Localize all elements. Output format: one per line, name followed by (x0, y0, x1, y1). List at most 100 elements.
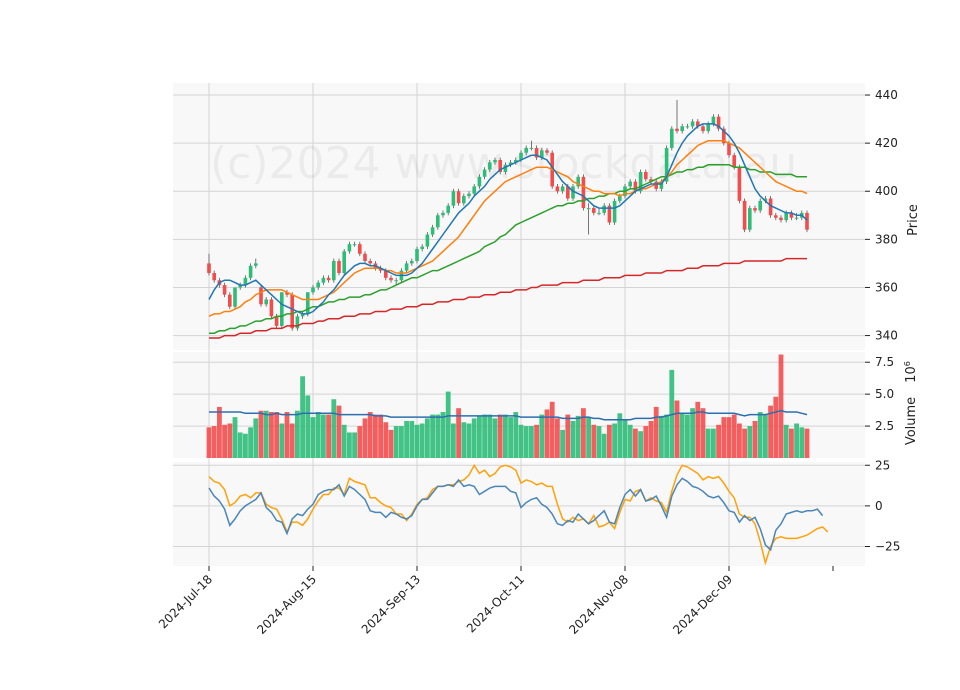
candle-body (482, 169, 487, 177)
candle-body (415, 248, 419, 261)
candle-body (446, 205, 450, 213)
volume-bar (560, 429, 565, 458)
candle-body (680, 126, 684, 132)
candle-body (238, 285, 242, 288)
candle-body (670, 128, 674, 148)
candle-body (311, 287, 315, 293)
candle-body (789, 212, 794, 218)
candle-body (664, 147, 669, 182)
candle-body (748, 208, 752, 230)
oscillator-panel (208, 463, 829, 566)
volume-bar (648, 420, 654, 458)
candle-body (534, 147, 539, 158)
volume-bar (581, 408, 586, 458)
oscillator-y-tick-label: 25 (875, 458, 890, 472)
candle-body (638, 172, 643, 192)
volume-bar (419, 423, 425, 458)
candle-body (212, 273, 216, 281)
volume-bar (477, 415, 482, 458)
price-y-tick-label: 340 (875, 329, 898, 343)
volume-bar (451, 423, 456, 458)
volume-bar (263, 410, 269, 458)
candle-body (368, 261, 372, 264)
x-tick-label: 2024-Sep-13 (359, 572, 423, 636)
candle-body (259, 287, 263, 305)
volume-bar (794, 423, 799, 458)
candle-body (607, 205, 612, 223)
volume-bar (622, 419, 628, 458)
candle-body (685, 126, 690, 128)
candle-body (389, 277, 393, 281)
candle-body (545, 150, 549, 153)
volume-bar (274, 412, 279, 458)
x-tick-label: 2024-Jul-18 (156, 572, 215, 631)
volume-bar (508, 417, 513, 458)
volume-bar (237, 432, 243, 458)
candle-body (716, 116, 721, 129)
price-y-tick-label: 440 (875, 88, 898, 102)
candle-body (316, 282, 320, 288)
volume-bar (783, 424, 789, 458)
volume-bar (711, 428, 716, 458)
candle-body (332, 261, 336, 281)
candle-body (425, 234, 430, 247)
candle-body (701, 126, 705, 132)
volume-bar (529, 426, 534, 458)
volume-bar (253, 418, 259, 458)
x-tick-label: 2024-Oct-11 (464, 572, 527, 635)
volume-bar (659, 415, 664, 458)
volume-bar (217, 406, 222, 458)
volume-bar (279, 423, 285, 458)
volume-bar (690, 408, 695, 458)
candle-body (737, 167, 742, 201)
candle-body (722, 128, 726, 144)
volume-bar (737, 423, 742, 458)
candle-body (441, 212, 445, 216)
candle-body (566, 186, 570, 199)
moving-average-slow-line (209, 164, 807, 334)
volume-bar (674, 400, 680, 458)
candle-body (347, 244, 352, 252)
candle-body (280, 292, 284, 326)
volume-y-tick-label: 5.0 (875, 387, 894, 401)
candle-body (503, 164, 508, 172)
price-panel (207, 99, 809, 339)
volume-bar (331, 399, 337, 458)
candle-body (228, 294, 232, 307)
oscillator-fast-line (208, 477, 824, 552)
candle-body (612, 200, 617, 223)
volume-bar (523, 426, 529, 458)
volume-bar (409, 420, 415, 458)
volume-bar (768, 405, 773, 458)
candle-body (560, 186, 565, 192)
volume-bar (778, 354, 784, 458)
candle-body (233, 287, 237, 307)
candle-body (581, 176, 586, 209)
volume-bar (664, 414, 669, 458)
candle-body (290, 294, 294, 329)
candle-body (337, 261, 341, 274)
volume-bar (653, 406, 659, 458)
volume-bar (336, 405, 342, 458)
candle-body (519, 152, 523, 160)
candle-body (363, 253, 367, 261)
volume-bar (731, 414, 737, 458)
volume-bar (596, 426, 602, 458)
candle-body (758, 200, 762, 211)
candle-body (659, 181, 664, 189)
candle-body (586, 208, 591, 210)
volume-bar (487, 414, 493, 458)
volume-bar (685, 414, 690, 458)
volume-bar (357, 426, 363, 458)
volume-bar (289, 423, 295, 458)
candle-body (805, 212, 809, 230)
volume-bar (425, 418, 430, 458)
volume-bar (513, 412, 519, 458)
volume-bar (295, 410, 300, 458)
volume-bar (586, 417, 591, 458)
volume-bar (367, 412, 373, 458)
volume-bar (575, 415, 581, 458)
volume-bar (362, 418, 368, 458)
candle-body (654, 181, 658, 189)
candle-body (451, 191, 456, 206)
